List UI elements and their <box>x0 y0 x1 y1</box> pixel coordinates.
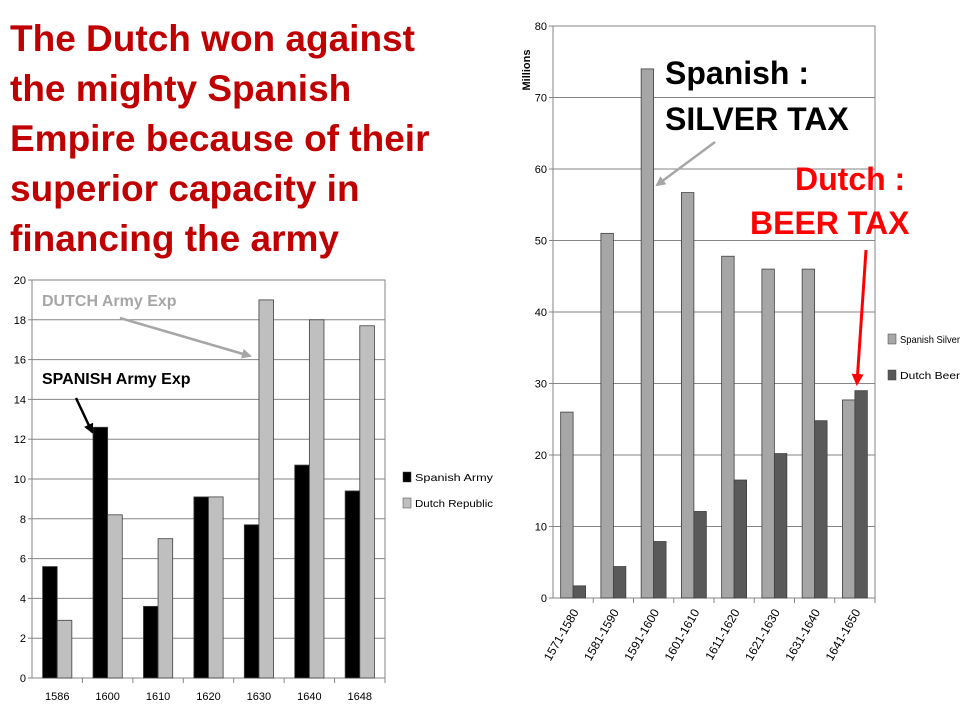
army-bar-dutch-republic <box>308 319 325 679</box>
tax-y-tick-label: 30 <box>535 379 547 391</box>
army-x-tick-label: 1610 <box>146 691 170 703</box>
title-line-5: financing the army <box>10 218 339 259</box>
tax-bar-dutch-beer <box>572 585 587 599</box>
army-bar-dutch-republic <box>258 299 274 679</box>
army-bar-dutch-republic <box>208 496 224 679</box>
army-x-tick-label: 1600 <box>95 691 119 703</box>
tax-y-tick-label: 40 <box>535 307 547 319</box>
tax-bar-dutch-beer <box>773 453 788 599</box>
tax-x-tick-label: 1571-1580 <box>541 606 582 663</box>
army-bar-dutch-republic <box>359 325 375 679</box>
army-legend-swatch <box>402 471 412 483</box>
army-y-tick-label: 6 <box>20 554 26 566</box>
tax-legend-label: Spanish Silver <box>900 334 960 346</box>
army-legend-label: Dutch Republic <box>415 498 493 510</box>
army-y-tick-label: 10 <box>14 474 26 486</box>
tax-bar-dutch-beer <box>814 420 828 599</box>
title-line-3: Empire because of their <box>10 118 430 159</box>
tax-bar-dutch-beer <box>854 390 868 599</box>
tax-x-tick-label: 1601-1610 <box>662 606 703 663</box>
slide-title: The Dutch won against the mighty Spanish… <box>10 14 510 264</box>
army-x-tick-label: 1586 <box>45 691 69 703</box>
army-bar-dutch-republic <box>107 514 123 679</box>
tax-y-tick-label: 70 <box>535 93 547 105</box>
tax-y-tick-label: 20 <box>535 450 547 462</box>
tax-y-tick-label: 60 <box>535 164 547 176</box>
tax-x-tick-label: 1591-1600 <box>621 606 662 663</box>
army-legend-label: Spanish Army <box>415 472 494 484</box>
tax-bar-spanish-silver <box>560 411 574 599</box>
army-bar-dutch-republic <box>56 619 73 679</box>
army-legend-swatch <box>402 497 412 509</box>
tax-bar-spanish-silver <box>600 232 614 599</box>
army-x-tick-label: 1630 <box>247 691 271 703</box>
army-x-tick-label: 1620 <box>196 691 220 703</box>
tax-legend-swatch <box>887 333 897 345</box>
title-line-1: The Dutch won against <box>10 18 415 59</box>
tax-legend-swatch <box>887 369 897 381</box>
title-line-4: superior capacity in <box>10 168 360 209</box>
army-y-tick-label: 2 <box>20 633 26 645</box>
tax-bar-spanish-silver <box>640 68 655 599</box>
army-y-tick-label: 12 <box>14 434 26 446</box>
tax-bar-dutch-beer <box>653 541 667 599</box>
tax-bar-dutch-beer <box>733 479 748 599</box>
army-y-tick-label: 16 <box>14 355 26 367</box>
army-y-tick-label: 0 <box>20 673 26 685</box>
tax-x-tick-label: 1611-1620 <box>702 606 743 662</box>
tax-x-tick-label: 1581-1590 <box>581 606 622 663</box>
tax-bar-spanish-silver <box>801 268 816 599</box>
tax-bar-spanish-silver <box>721 255 735 599</box>
tax-bar-spanish-silver <box>761 268 775 599</box>
army-y-tick-label: 14 <box>14 394 26 406</box>
army-bar-dutch-republic <box>157 538 174 679</box>
tax-x-tick-label: 1631-1640 <box>782 606 823 663</box>
army-x-tick-label: 1640 <box>297 691 321 703</box>
army-y-tick-label: 4 <box>20 593 26 605</box>
army-x-tick-label: 1648 <box>348 691 372 703</box>
tax-bar-dutch-beer <box>693 511 707 599</box>
army-y-tick-label: 20 <box>14 275 26 287</box>
tax-y-axis-label: Millions <box>521 50 533 91</box>
tax-y-tick-label: 50 <box>535 236 547 248</box>
tax-bar-spanish-silver <box>680 192 695 599</box>
tax-legend-label: Dutch Beer <box>900 370 960 382</box>
tax-y-tick-label: 80 <box>535 21 547 33</box>
tax-bar-dutch-beer <box>612 566 627 599</box>
tax-x-tick-label: 1641-1650 <box>823 606 864 663</box>
title-line-2: the mighty Spanish <box>10 68 352 109</box>
tax-y-tick-label: 0 <box>541 593 547 605</box>
tax-y-tick-label: 10 <box>535 522 547 534</box>
tax-x-tick-label: 1621-1630 <box>742 606 783 663</box>
army-y-tick-label: 18 <box>14 315 26 327</box>
tax-bar-spanish-silver <box>841 399 856 599</box>
army-y-tick-label: 8 <box>20 514 26 526</box>
